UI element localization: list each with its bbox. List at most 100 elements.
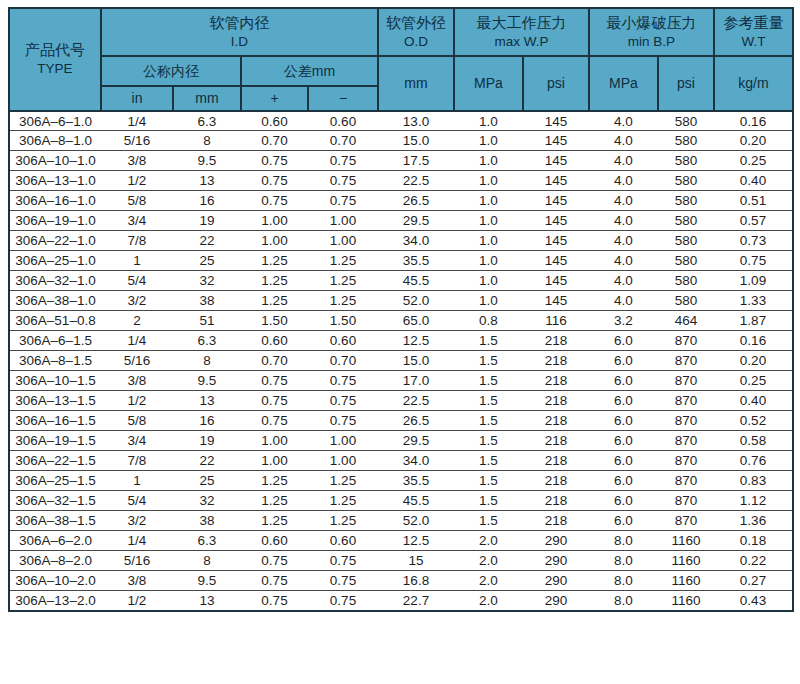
cell-tol-minus: 0.75 [308, 191, 378, 211]
cell-wt-kgm: 0.27 [714, 571, 793, 591]
cell-id-in: 5/16 [101, 351, 173, 371]
cell-wt-kgm: 1.33 [714, 291, 793, 311]
cell-bp-psi: 580 [658, 191, 714, 211]
cell-bp-mpa: 4.0 [589, 251, 658, 271]
cell-wt-kgm: 0.58 [714, 431, 793, 451]
cell-od-mm: 34.0 [378, 231, 454, 251]
cell-tol-plus: 0.75 [241, 411, 308, 431]
cell-tol-minus: 1.25 [308, 251, 378, 271]
cell-id-mm: 32 [173, 271, 241, 291]
cell-od-mm: 12.5 [378, 331, 454, 351]
cell-wp-psi: 218 [523, 331, 589, 351]
cell-type: 306A–25–1.0 [9, 251, 101, 271]
table-row: 306A–25–1.51251.251.2535.51.52186.08700.… [9, 471, 793, 491]
cell-od-mm: 35.5 [378, 471, 454, 491]
cell-wt-kgm: 0.25 [714, 371, 793, 391]
cell-wp-psi: 145 [523, 111, 589, 131]
cell-wp-psi: 145 [523, 151, 589, 171]
header-wp-unit-mpa: MPa [454, 56, 523, 111]
cell-type: 306A–8–1.5 [9, 351, 101, 371]
cell-id-mm: 38 [173, 291, 241, 311]
table-row: 306A–32–1.05/4321.251.2545.51.01454.0580… [9, 271, 793, 291]
cell-type: 306A–13–1.5 [9, 391, 101, 411]
cell-id-mm: 32 [173, 491, 241, 511]
cell-wp-psi: 218 [523, 431, 589, 451]
header-tol-minus: − [308, 86, 378, 111]
cell-id-in: 3/8 [101, 371, 173, 391]
cell-tol-minus: 0.75 [308, 571, 378, 591]
cell-id-mm: 22 [173, 451, 241, 471]
header-unit-in: in [101, 86, 173, 111]
cell-od-mm: 29.5 [378, 431, 454, 451]
cell-wp-mpa: 1.0 [454, 191, 523, 211]
cell-bp-psi: 580 [658, 111, 714, 131]
cell-od-mm: 52.0 [378, 291, 454, 311]
table-row: 306A–13–2.01/2130.750.7522.72.02908.0116… [9, 591, 793, 611]
cell-tol-plus: 0.60 [241, 331, 308, 351]
cell-wt-kgm: 0.73 [714, 231, 793, 251]
cell-id-mm: 9.5 [173, 151, 241, 171]
table-row: 306A–19–1.03/4191.001.0029.51.01454.0580… [9, 211, 793, 231]
cell-id-in: 3/8 [101, 151, 173, 171]
cell-bp-mpa: 6.0 [589, 351, 658, 371]
cell-wp-psi: 218 [523, 451, 589, 471]
cell-tol-minus: 1.25 [308, 471, 378, 491]
cell-bp-psi: 580 [658, 131, 714, 151]
cell-wp-mpa: 2.0 [454, 571, 523, 591]
cell-id-in: 2 [101, 311, 173, 331]
cell-bp-mpa: 4.0 [589, 131, 658, 151]
header-min-burst-pressure: 最小爆破压力 min B.P [589, 8, 714, 56]
table-row: 306A–22–1.07/8221.001.0034.01.01454.0580… [9, 231, 793, 251]
cell-id-mm: 13 [173, 171, 241, 191]
cell-wp-psi: 145 [523, 291, 589, 311]
table-row: 306A–19–1.53/4191.001.0029.51.52186.0870… [9, 431, 793, 451]
cell-id-in: 5/4 [101, 271, 173, 291]
cell-bp-mpa: 4.0 [589, 291, 658, 311]
cell-bp-mpa: 6.0 [589, 331, 658, 351]
cell-bp-psi: 870 [658, 391, 714, 411]
cell-bp-mpa: 6.0 [589, 431, 658, 451]
cell-id-in: 1/4 [101, 331, 173, 351]
header-type: 产品代号 TYPE [9, 8, 101, 111]
cell-wp-psi: 116 [523, 311, 589, 331]
cell-type: 306A–22–1.0 [9, 231, 101, 251]
cell-tol-minus: 0.75 [308, 551, 378, 571]
cell-tol-minus: 0.75 [308, 411, 378, 431]
cell-wp-mpa: 2.0 [454, 591, 523, 611]
cell-id-mm: 8 [173, 351, 241, 371]
header-type-cn: 产品代号 [10, 40, 100, 60]
cell-wp-mpa: 0.8 [454, 311, 523, 331]
cell-id-in: 7/8 [101, 451, 173, 471]
cell-tol-minus: 0.75 [308, 371, 378, 391]
cell-wp-mpa: 1.5 [454, 351, 523, 371]
cell-bp-psi: 464 [658, 311, 714, 331]
cell-id-mm: 6.3 [173, 531, 241, 551]
table-row: 306A–8–1.05/1680.700.7015.01.01454.05800… [9, 131, 793, 151]
cell-wp-psi: 218 [523, 351, 589, 371]
cell-type: 306A–19–1.0 [9, 211, 101, 231]
cell-tol-minus: 1.00 [308, 231, 378, 251]
cell-tol-minus: 1.25 [308, 291, 378, 311]
cell-type: 306A–51–0.8 [9, 311, 101, 331]
cell-bp-mpa: 6.0 [589, 391, 658, 411]
cell-id-mm: 16 [173, 191, 241, 211]
cell-od-mm: 65.0 [378, 311, 454, 331]
header-id-cn: 软管内径 [102, 13, 377, 33]
cell-tol-plus: 1.00 [241, 211, 308, 231]
cell-od-mm: 17.5 [378, 151, 454, 171]
cell-wt-kgm: 0.43 [714, 591, 793, 611]
cell-wp-mpa: 1.5 [454, 451, 523, 471]
header-nominal-id: 公称内径 [101, 56, 241, 86]
cell-id-mm: 9.5 [173, 571, 241, 591]
cell-od-mm: 26.5 [378, 191, 454, 211]
cell-wt-kgm: 0.16 [714, 111, 793, 131]
cell-bp-psi: 870 [658, 451, 714, 471]
cell-tol-plus: 1.25 [241, 291, 308, 311]
table-row: 306A–25–1.01251.251.2535.51.01454.05800.… [9, 251, 793, 271]
cell-type: 306A–22–1.5 [9, 451, 101, 471]
cell-tol-plus: 0.75 [241, 551, 308, 571]
cell-od-mm: 52.0 [378, 511, 454, 531]
cell-bp-mpa: 4.0 [589, 151, 658, 171]
header-wt-cn: 参考重量 [715, 13, 792, 33]
cell-tol-minus: 1.00 [308, 431, 378, 451]
